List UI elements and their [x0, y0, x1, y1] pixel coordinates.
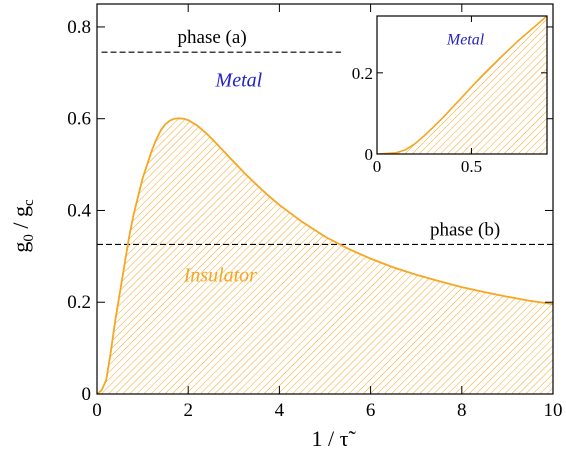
- y-axis-title: g0 / gc: [8, 199, 37, 253]
- reference-line-label-1: phase (b): [430, 219, 500, 240]
- main-y-tick-label: 0: [82, 384, 92, 405]
- main-x-tick-label: 6: [366, 400, 376, 421]
- y-axis-title-subc: c: [21, 199, 37, 206]
- main-hatched-region: [97, 118, 553, 394]
- y-axis-title-sub0: 0: [21, 234, 37, 242]
- reference-line-label-0: phase (a): [178, 27, 247, 48]
- inset-y-tick-label: 0: [365, 145, 374, 164]
- main-region-label-insulator: Insulator: [183, 265, 258, 287]
- x-axis-title: 1 / τ̃: [312, 426, 357, 451]
- main-x-tick-label: 4: [275, 400, 285, 421]
- inset-hatched-region: [377, 16, 547, 154]
- main-x-tick-label: 8: [457, 400, 467, 421]
- main-x-tick-label: 2: [183, 400, 193, 421]
- inset-region-label-metal: Metal: [446, 31, 485, 48]
- main-y-tick-label: 0.2: [67, 292, 91, 313]
- inset-x-tick-label: 0.5: [461, 157, 482, 176]
- main-plot-frame: [96, 3, 554, 395]
- y-axis-title-g0: g: [8, 242, 33, 253]
- main-y-tick-label: 0.6: [67, 109, 91, 130]
- inset-x-tick-label: 0: [373, 157, 382, 176]
- main-region-label-metal: Metal: [215, 70, 263, 92]
- y-axis-title-sep: / g: [8, 206, 33, 234]
- main-x-tick-label: 0: [92, 400, 102, 421]
- inset-plot-frame: [376, 15, 548, 155]
- main-boundary-curve: [97, 117, 553, 394]
- inset-y-tick-label: 0.2: [352, 64, 373, 83]
- inset-boundary-curve: [377, 16, 547, 154]
- main-x-tick-label: 10: [544, 400, 563, 421]
- main-y-tick-label: 0.8: [67, 17, 91, 38]
- main-y-tick-label: 0.4: [67, 200, 91, 221]
